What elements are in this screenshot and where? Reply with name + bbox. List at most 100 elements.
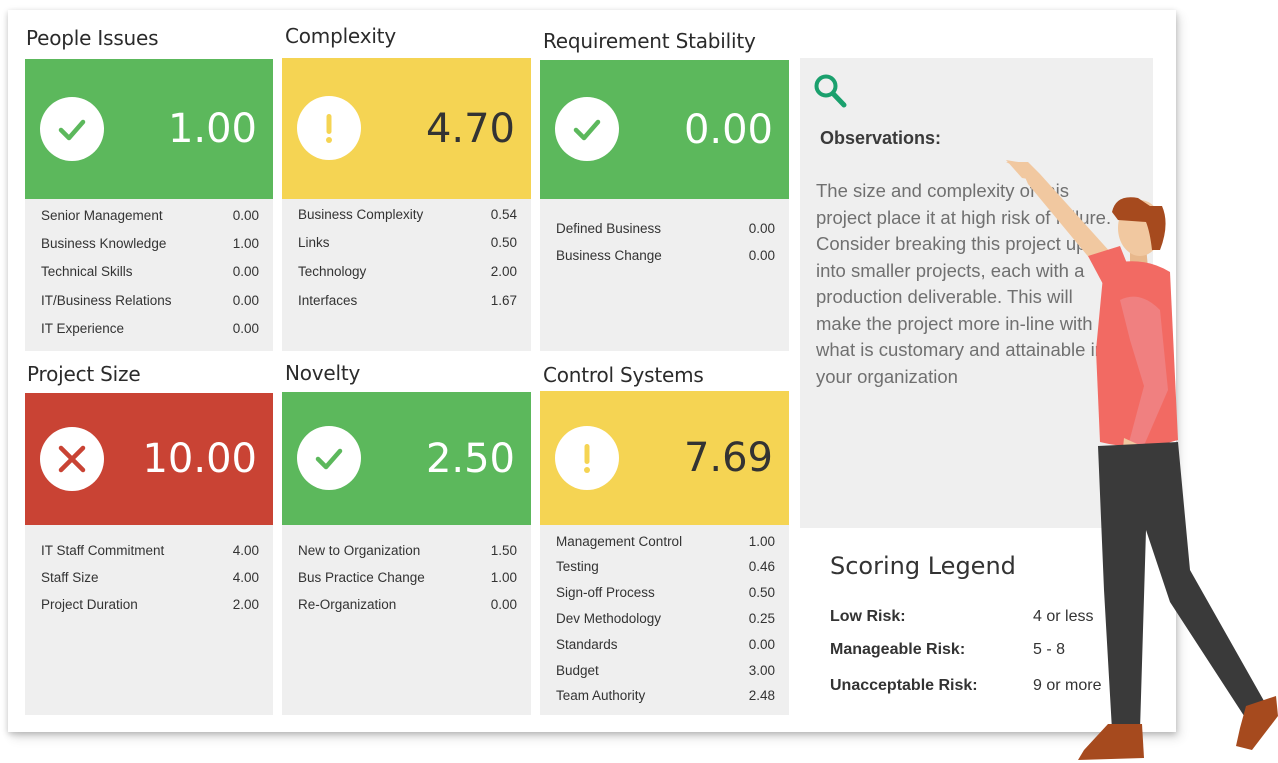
list-item: Technical Skills 0.00 xyxy=(41,264,259,279)
item-label: Re-Organization xyxy=(298,597,397,612)
item-label: IT Staff Commitment xyxy=(41,543,165,558)
card-title-people-issues: People Issues xyxy=(26,26,159,50)
details-panel-people-issues: Senior Management 0.00 Business Knowledge… xyxy=(25,199,273,351)
item-label: Dev Methodology xyxy=(556,611,662,626)
item-value: 1.00 xyxy=(748,534,775,549)
details-panel-requirement-stability: Defined Business 0.00 Business Change 0.00 xyxy=(540,199,789,351)
legend-label: Low Risk: xyxy=(830,608,906,625)
item-label: Project Duration xyxy=(41,597,138,612)
item-value: 0.00 xyxy=(232,264,259,279)
observation-line: into smaller projects, each with a xyxy=(816,259,1085,281)
card-title-complexity: Complexity xyxy=(285,24,396,48)
pointing-person-illustration xyxy=(1006,160,1278,760)
item-value: 0.54 xyxy=(490,207,517,222)
score-tile-control-systems[interactable]: 7.69 xyxy=(540,391,789,525)
list-item: Business Knowledge 1.00 xyxy=(41,236,259,251)
observation-line: your organization xyxy=(816,365,958,387)
item-label: Standards xyxy=(556,637,618,652)
score-value: 1.00 xyxy=(167,106,257,152)
list-item: Interfaces 1.67 xyxy=(298,293,517,308)
item-value: 0.00 xyxy=(232,293,259,308)
item-value: 0.00 xyxy=(748,637,775,652)
card-title-control-systems: Control Systems xyxy=(543,363,704,387)
list-item: Dev Methodology 0.25 xyxy=(556,611,775,626)
item-value: 0.46 xyxy=(748,559,775,574)
item-value: 1.67 xyxy=(490,293,517,308)
item-label: Technical Skills xyxy=(41,264,133,279)
item-value: 0.00 xyxy=(232,321,259,336)
item-value: 2.48 xyxy=(748,688,775,703)
item-label: Business Complexity xyxy=(298,207,424,222)
legend-value: 9 or more xyxy=(1033,677,1102,694)
list-item: Sign-off Process 0.50 xyxy=(556,585,775,600)
item-value: 0.00 xyxy=(232,208,259,223)
score-value: 4.70 xyxy=(425,105,515,152)
item-label: Testing xyxy=(556,559,599,574)
item-value: 0.50 xyxy=(748,585,775,600)
observations-panel: Observations: The size and complexity of… xyxy=(800,58,1153,528)
item-value: 0.50 xyxy=(490,235,517,250)
list-item: Links 0.50 xyxy=(298,235,517,250)
item-value: 1.00 xyxy=(490,570,517,585)
list-item: Business Complexity 0.54 xyxy=(298,207,517,222)
item-value: 2.00 xyxy=(490,264,517,279)
score-tile-novelty[interactable]: 2.50 xyxy=(282,392,531,525)
list-item: Standards 0.00 xyxy=(556,637,775,652)
check-icon xyxy=(40,97,104,161)
observation-line: Consider breaking this project up xyxy=(816,233,1087,254)
score-value: 10.00 xyxy=(142,436,257,482)
item-value: 4.00 xyxy=(232,543,259,558)
list-item: Management Control 1.00 xyxy=(556,534,775,549)
legend-label: Manageable Risk: xyxy=(830,641,966,658)
item-value: 4.00 xyxy=(232,570,259,585)
item-label: New to Organization xyxy=(298,543,421,558)
item-value: 0.00 xyxy=(748,248,775,263)
item-label: Senior Management xyxy=(41,208,163,223)
x-icon xyxy=(40,427,104,491)
score-tile-project-size[interactable]: 10.00 xyxy=(25,393,273,525)
list-item: IT Experience 0.00 xyxy=(41,321,259,336)
item-label: Management Control xyxy=(556,534,683,549)
check-icon xyxy=(297,426,361,490)
item-label: Sign-off Process xyxy=(556,585,655,600)
score-tile-people-issues[interactable]: 1.00 xyxy=(25,59,273,199)
item-value: 0.00 xyxy=(490,597,517,612)
item-value: 0.00 xyxy=(748,221,775,236)
legend-title: Scoring Legend xyxy=(830,552,1016,580)
score-tile-requirement-stability[interactable]: 0.00 xyxy=(540,60,789,199)
score-value: 2.50 xyxy=(425,435,515,482)
list-item: Bus Practice Change 1.00 xyxy=(298,570,517,585)
item-label: IT/Business Relations xyxy=(41,293,172,308)
list-item: IT/Business Relations 0.00 xyxy=(41,293,259,308)
item-label: IT Experience xyxy=(41,321,125,336)
item-label: Interfaces xyxy=(298,293,358,308)
observation-line: The size and complexity of this xyxy=(816,180,1069,201)
score-value: 0.00 xyxy=(683,106,773,153)
list-item: IT Staff Commitment 4.00 xyxy=(41,543,259,558)
card-title-requirement-stability: Requirement Stability xyxy=(543,29,756,53)
list-item: Re-Organization 0.00 xyxy=(298,597,517,612)
exclamation-icon xyxy=(555,426,619,490)
legend-value: 5 - 8 xyxy=(1033,641,1066,658)
score-value: 7.69 xyxy=(683,435,773,481)
list-item: Business Change 0.00 xyxy=(556,248,775,263)
card-title-novelty: Novelty xyxy=(285,361,361,385)
list-item: Staff Size 4.00 xyxy=(41,570,259,585)
item-value: 1.00 xyxy=(232,236,259,251)
score-tile-complexity[interactable]: 4.70 xyxy=(282,58,531,199)
item-label: Budget xyxy=(556,663,599,678)
list-item: Senior Management 0.00 xyxy=(41,208,259,223)
details-panel-control-systems: Management Control 1.00 Testing 0.46 Sign-… xyxy=(540,525,789,715)
item-value: 2.00 xyxy=(232,597,259,612)
legend-value: 4 or less xyxy=(1033,608,1094,625)
details-panel-complexity: Business Complexity 0.54 Links 0.50 Techno… xyxy=(282,199,531,351)
details-panel-novelty: New to Organization 1.50 Bus Practice Cha… xyxy=(282,525,531,715)
observation-line: production deliverable. This will xyxy=(816,286,1073,307)
item-label: Links xyxy=(298,235,330,250)
item-label: Business Knowledge xyxy=(41,236,167,251)
observation-line: make the project more in-line with xyxy=(816,312,1093,334)
exclamation-icon xyxy=(297,96,361,160)
observation-line: project place it at high risk of failure… xyxy=(816,206,1112,228)
item-label: Bus Practice Change xyxy=(298,570,425,585)
item-value: 1.50 xyxy=(490,543,517,558)
